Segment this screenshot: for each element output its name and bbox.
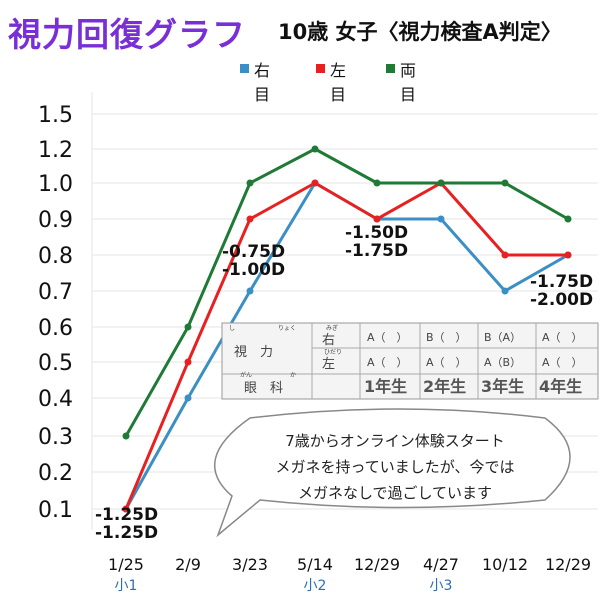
y-tick-label: 0.6: [38, 316, 73, 341]
grade-label-4: 4年生: [539, 377, 582, 396]
right-result-2: B（ ）: [426, 331, 467, 344]
series-points: [122, 145, 572, 513]
right-result-1: A（ ）: [367, 331, 408, 344]
series-line-2: [124, 147, 569, 437]
data-point: [373, 179, 381, 187]
y-tick-label: 0.4: [38, 387, 73, 412]
x-tick-label: 1/25: [108, 555, 144, 574]
y-tick-label: 0.3: [38, 425, 73, 450]
diopter-annotations: -1.25D-1.25D-0.75D-1.00D-1.50D-1.75D-1.7…: [95, 223, 593, 543]
left-result-3: A（B）: [484, 356, 521, 369]
data-point: [246, 179, 254, 187]
diopter-label: -0.75D: [222, 242, 285, 262]
data-point: [564, 251, 572, 259]
eye-label-left: 左: [322, 357, 335, 372]
data-point: [122, 505, 130, 513]
legend-label-cont: 目: [254, 85, 270, 104]
grade-label-3: 3年生: [481, 377, 524, 396]
y-tick-label: 1.0: [38, 172, 73, 197]
x-tick-label: 12/29: [545, 555, 591, 574]
right-result-4: A（ ）: [542, 331, 583, 344]
left-result-2: A（ ）: [426, 356, 467, 369]
data-point: [184, 358, 192, 366]
data-point: [246, 215, 254, 223]
y-tick-label: 0.1: [38, 498, 73, 523]
x-tick-label: 4/27: [423, 555, 459, 574]
x-tick-label: 3/23: [232, 555, 268, 574]
data-point: [501, 251, 509, 259]
right-result-3: B（A）: [484, 331, 521, 344]
left-result-4: A（ ）: [542, 356, 583, 369]
comment-line-3: メガネなしで過ごしています: [298, 484, 492, 502]
diopter-label: -2.00D: [530, 290, 593, 310]
y-tick-label: 1.2: [38, 138, 73, 163]
eye-ruby-left: ひだり: [324, 349, 342, 356]
legend-swatch: [240, 64, 249, 73]
exam-result-table: し りょく 視 力 がん か 眼 科 みぎ 右 ひだり 左 A（ ） B（ ） …: [221, 322, 599, 400]
data-point: [373, 215, 381, 223]
y-tick-label: 0.5: [38, 351, 73, 376]
diopter-label: -1.00D: [222, 260, 285, 280]
data-point: [501, 287, 509, 295]
chart-title: 視力回復グラフ: [8, 15, 246, 54]
eye-ruby-right: みぎ: [326, 324, 338, 332]
series-lines: [124, 147, 569, 510]
data-point: [501, 179, 509, 187]
ruby-ryoku: りょく: [278, 325, 296, 332]
legend-swatch: [386, 64, 395, 73]
x-tick-label: 10/12: [482, 555, 528, 574]
data-point: [564, 215, 572, 223]
data-point: [184, 323, 192, 331]
ruby-shi: し: [229, 325, 235, 332]
y-tick-label: 0.9: [38, 208, 73, 233]
legend-label-cont: 目: [400, 85, 416, 104]
data-point: [246, 287, 254, 295]
ruby-ka: か: [290, 372, 296, 379]
grade-label-2: 2年生: [423, 377, 466, 396]
data-point: [437, 215, 445, 223]
legend-label-cont: 目: [330, 85, 346, 104]
legend-label: 右: [254, 61, 270, 80]
diopter-label: -1.75D: [530, 272, 593, 292]
data-point: [184, 394, 192, 402]
data-point: [311, 179, 319, 187]
diopter-label: -1.50D: [345, 223, 408, 243]
x-tick-label: 5/14: [297, 555, 333, 574]
comment-bubble: 7歳からオンライン体験スタート メガネを持っていましたが、今では メガネなしで過…: [214, 408, 571, 538]
y-tick-label: 0.2: [38, 461, 73, 486]
data-point: [437, 179, 445, 187]
legend-swatch: [316, 64, 325, 73]
comment-line-2: メガネを持っていましたが、今では: [276, 458, 515, 476]
grade-marker: 小2: [304, 578, 327, 594]
series-line-1: [124, 181, 568, 510]
grade-marker: 小1: [115, 578, 138, 594]
ruby-gan: がん: [240, 371, 252, 379]
diopter-label: -1.75D: [345, 241, 408, 261]
y-tick-label: 0.8: [38, 244, 73, 269]
data-point: [122, 432, 130, 440]
grade-label-1: 1年生: [364, 377, 407, 396]
eye-label-right: 右: [322, 333, 335, 348]
legend-label: 両: [400, 61, 416, 80]
chart-subtitle: 10歳 女子〈視力検査A判定〉: [278, 20, 562, 44]
x-tick-label: 2/9: [175, 555, 201, 574]
y-axis-ticks: 0.1 0.2 0.3 0.4 0.5 0.6 0.7 0.8 0.9 1.0 1.2 1.5: [38, 103, 73, 523]
grade-marker: 小3: [430, 578, 453, 594]
legend-label: 左: [330, 61, 346, 80]
diopter-label: -1.25D: [95, 523, 158, 543]
x-tick-label: 12/29: [354, 555, 400, 574]
left-result-1: A（ ）: [367, 356, 408, 369]
comment-line-1: 7歳からオンライン体験スタート: [285, 432, 505, 450]
data-point: [311, 145, 319, 153]
diopter-label: -1.25D: [95, 505, 158, 525]
y-tick-label: 1.5: [38, 103, 73, 128]
y-tick-label: 0.7: [38, 280, 73, 305]
x-axis-ticks: 1/25 小1 2/9 3/23 5/14 小2 12/29 4/27 小3 10/12 12/29: [108, 555, 591, 594]
row-label-vision: 視 力: [234, 345, 273, 360]
row-label-clinic: 眼 科: [244, 381, 283, 396]
